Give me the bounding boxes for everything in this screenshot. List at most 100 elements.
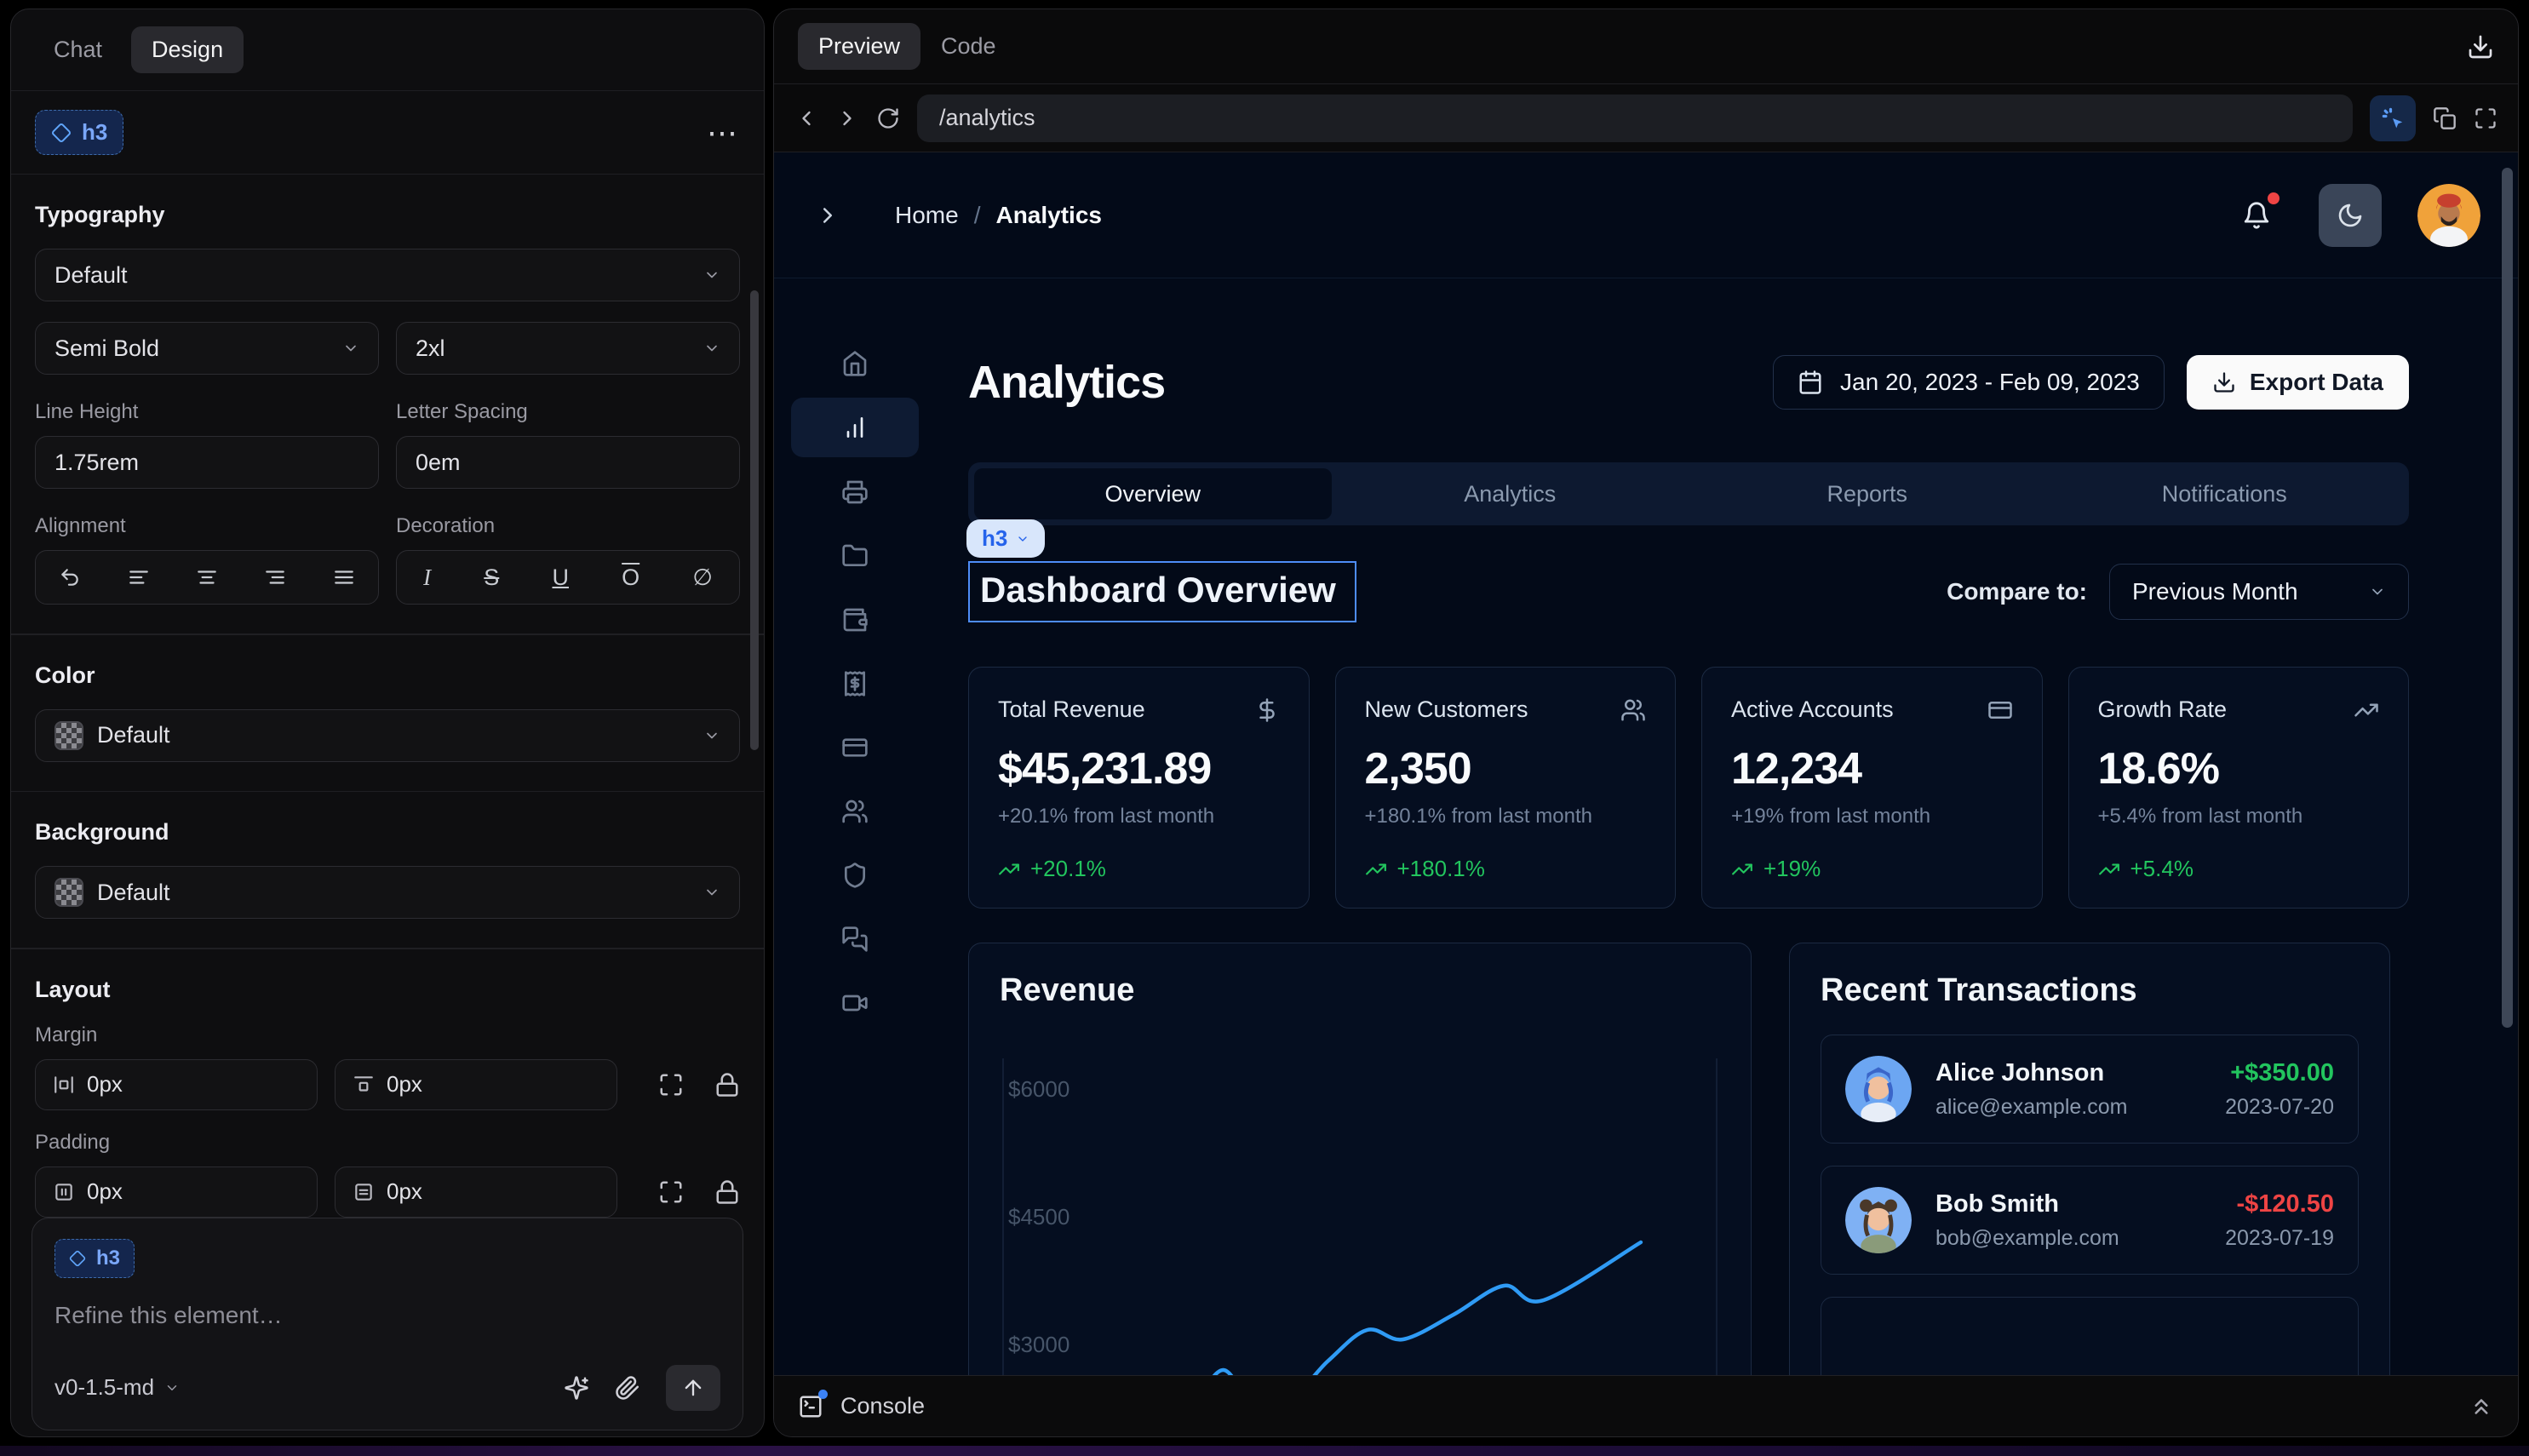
expand-icon[interactable] bbox=[658, 1072, 684, 1098]
tab-preview[interactable]: Preview bbox=[798, 23, 920, 70]
margin-x-input[interactable]: 0px bbox=[35, 1059, 318, 1110]
sidebar-item-files[interactable] bbox=[791, 524, 919, 588]
padding-x-input[interactable]: 0px bbox=[35, 1167, 318, 1218]
submit-button[interactable] bbox=[666, 1365, 720, 1411]
breadcrumb-separator: / bbox=[974, 202, 981, 229]
moon-icon bbox=[2337, 202, 2364, 229]
chevron-down-icon bbox=[2369, 583, 2386, 600]
tab-reports[interactable]: Reports bbox=[1689, 468, 2046, 519]
underline-icon[interactable]: U bbox=[552, 565, 569, 591]
dashboard-body: Analytics Jan 20, 2023 - Feb 09, 2023 Ex… bbox=[774, 278, 2518, 1375]
dashboard-main: Analytics Jan 20, 2023 - Feb 09, 2023 Ex… bbox=[936, 278, 2518, 1375]
refresh-button[interactable] bbox=[876, 106, 900, 130]
decoration-group: I S U O ∅ bbox=[396, 550, 740, 605]
refine-input[interactable] bbox=[54, 1302, 720, 1329]
color-select[interactable]: Default bbox=[35, 709, 740, 762]
sidebar-item-customers[interactable] bbox=[791, 779, 919, 843]
selected-element-row: h3 ⋯ bbox=[11, 91, 764, 175]
tab-analytics[interactable]: Analytics bbox=[1332, 468, 1689, 519]
export-data-button[interactable]: Export Data bbox=[2187, 355, 2409, 410]
fullscreen-button[interactable] bbox=[2474, 106, 2497, 130]
transaction-date: 2023-07-19 bbox=[2225, 1226, 2334, 1251]
color-section-label: Color bbox=[35, 662, 740, 689]
selected-element-overlay-badge[interactable]: h3 bbox=[966, 519, 1045, 558]
sidebar-item-analytics[interactable] bbox=[791, 398, 919, 457]
tab-code[interactable]: Code bbox=[920, 23, 1017, 70]
notifications-button[interactable] bbox=[2242, 201, 2271, 230]
sidebar-item-home[interactable] bbox=[791, 331, 919, 395]
wallet-icon bbox=[841, 606, 869, 633]
tab-overview[interactable]: Overview bbox=[974, 468, 1332, 519]
forward-button[interactable] bbox=[835, 106, 859, 130]
lock-icon[interactable] bbox=[714, 1179, 740, 1205]
trending-up-icon bbox=[2098, 858, 2120, 880]
inspect-button[interactable] bbox=[2370, 95, 2416, 141]
tab-design[interactable]: Design bbox=[131, 26, 244, 73]
arrow-up-icon bbox=[681, 1376, 705, 1400]
date-range-button[interactable]: Jan 20, 2023 - Feb 09, 2023 bbox=[1773, 355, 2165, 410]
sidebar-item-invoices[interactable] bbox=[791, 460, 919, 524]
background-select[interactable]: Default bbox=[35, 866, 740, 919]
left-panel-scrollbar[interactable] bbox=[750, 290, 759, 750]
user-avatar[interactable] bbox=[2417, 184, 2480, 247]
align-center-icon[interactable] bbox=[196, 566, 218, 588]
lock-icon[interactable] bbox=[714, 1072, 740, 1098]
no-decoration-icon[interactable]: ∅ bbox=[692, 565, 713, 591]
console-activity-dot bbox=[818, 1390, 828, 1399]
sidebar-item-messages[interactable] bbox=[791, 907, 919, 971]
url-input[interactable] bbox=[917, 95, 2353, 142]
stat-subtext: +180.1% from last month bbox=[1365, 805, 1647, 828]
letter-spacing-input[interactable]: 0em bbox=[396, 436, 740, 489]
strikethrough-icon[interactable]: S bbox=[484, 565, 499, 591]
line-height-input[interactable]: 1.75rem bbox=[35, 436, 379, 489]
back-button[interactable] bbox=[794, 106, 818, 130]
element-menu-button[interactable]: ⋯ bbox=[707, 124, 740, 141]
padding-y-value: 0px bbox=[387, 1178, 422, 1205]
sidebar-toggle-icon[interactable] bbox=[815, 203, 840, 228]
tab-notifications[interactable]: Notifications bbox=[2046, 468, 2404, 519]
stat-value: 12,234 bbox=[1731, 743, 2013, 794]
sidebar-item-cards[interactable] bbox=[791, 715, 919, 779]
stat-subtext: +19% from last month bbox=[1731, 805, 2013, 828]
v0-workspace: Chat Design h3 ⋯ Typography Default Semi… bbox=[0, 0, 2529, 1446]
model-selector[interactable]: v0-1.5-md bbox=[54, 1374, 180, 1401]
font-family-select[interactable]: Default bbox=[35, 249, 740, 301]
margin-y-input[interactable]: 0px bbox=[335, 1059, 617, 1110]
element-tag-badge[interactable]: h3 bbox=[35, 110, 123, 155]
credit-card-icon bbox=[841, 734, 869, 761]
font-weight-select[interactable]: Semi Bold bbox=[35, 322, 379, 375]
align-justify-icon[interactable] bbox=[333, 566, 355, 588]
console-expand-button[interactable] bbox=[2469, 1394, 2494, 1419]
chevron-down-icon bbox=[342, 340, 359, 357]
expand-icon[interactable] bbox=[658, 1179, 684, 1205]
calendar-icon bbox=[1798, 370, 1823, 395]
copy-button[interactable] bbox=[2433, 106, 2457, 130]
selected-heading-outline[interactable]: Dashboard Overview bbox=[968, 561, 1356, 622]
avatar bbox=[1845, 1056, 1912, 1122]
sidebar-item-video[interactable] bbox=[791, 971, 919, 1035]
align-left-icon[interactable] bbox=[128, 566, 150, 588]
preview-scrollbar-thumb[interactable] bbox=[2502, 168, 2513, 1028]
sidebar-item-security[interactable] bbox=[791, 843, 919, 907]
align-right-icon[interactable] bbox=[264, 566, 286, 588]
sparkles-icon[interactable] bbox=[564, 1375, 589, 1401]
padding-y-input[interactable]: 0px bbox=[335, 1167, 617, 1218]
breadcrumb-home[interactable]: Home bbox=[895, 202, 959, 229]
sidebar-item-wallet[interactable] bbox=[791, 588, 919, 651]
stat-card-growth-rate: Growth Rate 18.6% +5.4% from last month … bbox=[2068, 667, 2410, 909]
users-icon bbox=[841, 798, 869, 825]
composer-element-badge[interactable]: h3 bbox=[54, 1239, 135, 1278]
undo-icon[interactable] bbox=[59, 566, 81, 588]
theme-toggle-button[interactable] bbox=[2319, 184, 2382, 247]
breadcrumb-current: Analytics bbox=[995, 202, 1102, 229]
download-button[interactable] bbox=[2467, 33, 2494, 60]
tab-chat[interactable]: Chat bbox=[33, 26, 123, 73]
sidebar-item-receipts[interactable] bbox=[791, 651, 919, 715]
overline-icon[interactable]: O bbox=[622, 565, 639, 591]
italic-icon[interactable]: I bbox=[423, 565, 431, 591]
stat-label: New Customers bbox=[1365, 696, 1528, 723]
users-icon bbox=[1620, 697, 1646, 723]
paperclip-icon[interactable] bbox=[615, 1375, 640, 1401]
font-size-select[interactable]: 2xl bbox=[396, 322, 740, 375]
compare-select[interactable]: Previous Month bbox=[2109, 564, 2409, 620]
